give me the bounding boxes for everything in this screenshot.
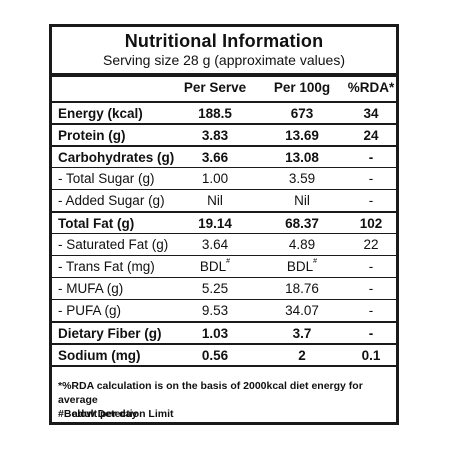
- table-row-protein: Protein (g) 3.83 13.69 24: [52, 123, 396, 145]
- row-label: - Total Sugar (g): [58, 171, 155, 186]
- rda-value: -: [368, 171, 374, 186]
- table-row-dietary-fiber: Dietary Fiber (g) 1.03 3.7 -: [52, 321, 396, 343]
- bdl-footnote: #Below Detection Limit: [58, 408, 174, 420]
- rda-value: -: [368, 281, 374, 296]
- bdl-text: BDL: [286, 259, 314, 274]
- row-label: Total Fat (g): [58, 216, 135, 231]
- table-row-carbohydrates: Carbohydrates (g) 3.66 13.08 -: [52, 145, 396, 167]
- table-row-saturated-fat: - Saturated Fat (g) 3.64 4.89 22: [52, 233, 396, 255]
- table-row-energy: Energy (kcal) 188.5 673 34: [52, 101, 396, 123]
- rda-value: -: [368, 259, 374, 274]
- footnote-marker: #: [313, 258, 318, 265]
- per-serve-value: 3.83: [201, 128, 229, 143]
- row-label: Sodium (mg): [58, 348, 141, 363]
- row-label: Energy (kcal): [58, 106, 143, 121]
- per-100g-value: 34.07: [285, 303, 319, 318]
- per-serve-value: Nil: [207, 193, 223, 208]
- rda-footnote-line2: adult per day: [72, 408, 138, 420]
- rda-value: 34: [363, 106, 379, 121]
- row-label: Protein (g): [58, 128, 126, 143]
- bdl-text: BDL: [199, 259, 227, 274]
- table-row-total-fat: Total Fat (g) 19.14 68.37 102: [52, 211, 396, 233]
- col-header-rda: %RDA*: [347, 80, 395, 95]
- per-100g-value: 13.69: [285, 128, 319, 143]
- header-divider: [52, 73, 396, 77]
- per-serve-value: 188.5: [198, 106, 232, 121]
- table-row-pufa: - PUFA (g) 9.53 34.07 -: [52, 299, 396, 321]
- table-row-mufa: - MUFA (g) 5.25 18.76 -: [52, 277, 396, 299]
- rda-value: -: [368, 326, 374, 341]
- table-row-trans-fat: - Trans Fat (mg) BDL# BDL# -: [52, 255, 396, 277]
- per-serve-value: 3.64: [201, 237, 229, 252]
- per-100g-value: 68.37: [285, 216, 319, 231]
- per-100g-value: 3.7: [292, 326, 312, 341]
- nutrition-table: Energy (kcal) 188.5 673 34 Protein (g) 3…: [52, 101, 396, 367]
- rda-value: -: [368, 303, 374, 318]
- nutrition-panel: Nutritional Information Serving size 28 …: [49, 24, 399, 425]
- per-100g-value: BDL#: [262, 258, 342, 274]
- footnote-marker: #: [226, 258, 231, 265]
- row-label: - Added Sugar (g): [58, 193, 165, 208]
- per-serve-value: 5.25: [201, 281, 229, 296]
- per-100g-value: 4.89: [288, 237, 316, 252]
- per-serve-value: 1.03: [201, 326, 229, 341]
- rda-footnote: *%RDA calculation is on the basis of 200…: [58, 379, 390, 421]
- per-serve-value: BDL#: [170, 258, 260, 274]
- per-serve-value: 3.66: [201, 150, 229, 165]
- row-label: - MUFA (g): [58, 281, 124, 296]
- serving-size: Serving size 28 g (approximate values): [102, 52, 345, 68]
- rda-value: -: [368, 150, 374, 165]
- row-label: - PUFA (g): [58, 303, 122, 318]
- col-header-per-100g: Per 100g: [273, 80, 331, 95]
- rda-value: -: [368, 193, 374, 208]
- rda-value: 0.1: [361, 348, 381, 363]
- table-row-sodium: Sodium (mg) 0.56 2 0.1: [52, 343, 396, 367]
- row-label: - Saturated Fat (g): [58, 237, 169, 252]
- rda-value: 22: [363, 237, 379, 252]
- per-100g-value: 13.08: [285, 150, 319, 165]
- row-label: Carbohydrates (g): [58, 150, 175, 165]
- table-row-added-sugar: - Added Sugar (g) Nil Nil -: [52, 189, 396, 211]
- per-100g-value: Nil: [294, 193, 310, 208]
- row-label: Dietary Fiber (g): [58, 326, 162, 341]
- table-row-total-sugar: - Total Sugar (g) 1.00 3.59 -: [52, 167, 396, 189]
- per-100g-value: 3.59: [288, 171, 316, 186]
- per-serve-value: 19.14: [198, 216, 232, 231]
- rda-footnote-line1: *%RDA calculation is on the basis of 200…: [58, 380, 363, 406]
- per-serve-value: 0.56: [201, 348, 229, 363]
- per-100g-value: 2: [298, 348, 306, 363]
- per-serve-value: 9.53: [201, 303, 229, 318]
- panel-title: Nutritional Information: [124, 31, 324, 51]
- per-100g-value: 673: [290, 106, 314, 121]
- rda-value: 102: [359, 216, 383, 231]
- row-label: - Trans Fat (mg): [58, 259, 155, 274]
- per-100g-value: 18.76: [285, 281, 319, 296]
- col-header-per-serve: Per Serve: [183, 80, 247, 95]
- rda-value: 24: [363, 128, 379, 143]
- per-serve-value: 1.00: [201, 171, 229, 186]
